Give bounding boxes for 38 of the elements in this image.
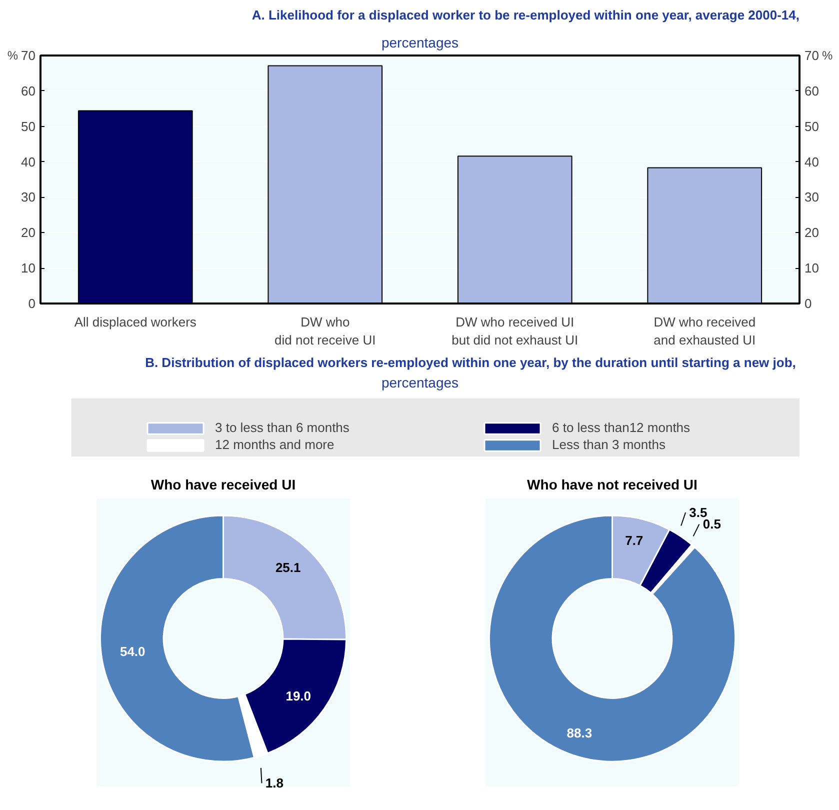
y-tick-label: 10	[21, 260, 36, 276]
x-tick-label: DW who did not receive UI	[274, 314, 376, 348]
y-tick-label: 40	[21, 154, 36, 170]
y-tick-label: 20	[21, 225, 36, 240]
y2-tick-label: 60	[804, 83, 819, 98]
chart-title: A. Likelihood for a displaced worker to be re-employed within one year, average 2000-14,	[252, 8, 800, 22]
legend-label: 3 to less than 6 months	[215, 420, 350, 435]
y2-tick-label: 20	[804, 225, 819, 240]
data-label: 25.1	[275, 560, 301, 575]
slice-label: Who have received UI	[150, 476, 296, 492]
legend-label: 12 months and more	[215, 437, 336, 452]
y2-tick-label: 30	[804, 190, 819, 205]
legend-label: Less than 3 months	[552, 437, 666, 452]
chart-title: B. Distribution of displaced workers re-employed within one year, by the duration until starting a new job,	[145, 355, 796, 370]
x-tick-label: DW who received UI but did not exhaust UI	[452, 314, 578, 348]
y-tick-label: 0	[28, 296, 36, 311]
chart-subtitle: percentages	[381, 34, 459, 50]
data-label: 88.3	[566, 725, 592, 740]
y2-tick-label: 10	[804, 260, 819, 276]
y2-axis-title: %	[822, 48, 833, 62]
data-label: 19.0	[286, 688, 312, 704]
y-tick-label: 70	[21, 48, 36, 63]
legend-label: 6 to less than12 months	[552, 420, 692, 435]
y2-tick-label: 70	[804, 48, 819, 63]
data-label: 1.8	[265, 776, 284, 791]
y-tick-label: 30	[21, 190, 36, 205]
chart-subtitle: percentages	[381, 374, 459, 390]
data-label: 7.7	[625, 532, 644, 548]
x-tick-label: All displaced workers	[74, 314, 197, 330]
y-tick-label: 60	[21, 83, 36, 98]
y-axis-title: %	[7, 48, 18, 62]
y2-tick-label: 50	[804, 118, 819, 134]
slice-label: Who have not received UI	[527, 476, 698, 492]
data-label: 54.0	[120, 644, 146, 659]
x-tick-label: DW who received and exhausted UI	[654, 314, 756, 348]
y2-tick-label: 40	[804, 154, 819, 170]
y-tick-label: 50	[21, 118, 36, 134]
y2-tick-label: 0	[804, 296, 812, 311]
